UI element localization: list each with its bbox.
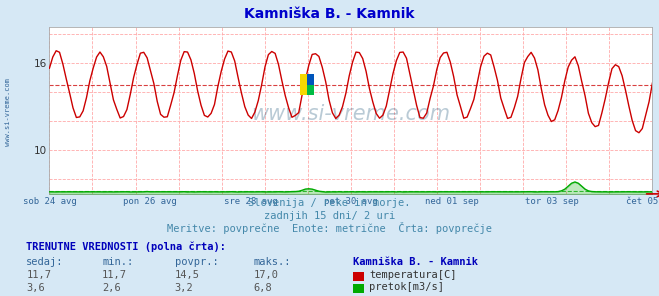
Text: Kamniška B. - Kamnik: Kamniška B. - Kamnik xyxy=(353,257,478,267)
Text: TRENUTNE VREDNOSTI (polna črta):: TRENUTNE VREDNOSTI (polna črta): xyxy=(26,242,226,252)
Text: temperatura[C]: temperatura[C] xyxy=(369,270,457,280)
Text: 3,2: 3,2 xyxy=(175,283,193,293)
Text: pretok[m3/s]: pretok[m3/s] xyxy=(369,282,444,292)
Text: 11,7: 11,7 xyxy=(26,270,51,280)
Text: maks.:: maks.: xyxy=(254,257,291,267)
Text: 2,6: 2,6 xyxy=(102,283,121,293)
Text: Meritve: povprečne  Enote: metrične  Črta: povprečje: Meritve: povprečne Enote: metrične Črta:… xyxy=(167,222,492,234)
Text: www.si-vreme.com: www.si-vreme.com xyxy=(5,78,11,147)
Text: 6,8: 6,8 xyxy=(254,283,272,293)
Text: 3,6: 3,6 xyxy=(26,283,45,293)
Text: 11,7: 11,7 xyxy=(102,270,127,280)
Text: Kamniška B. - Kamnik: Kamniška B. - Kamnik xyxy=(244,7,415,21)
Text: sedaj:: sedaj: xyxy=(26,257,64,267)
Text: Slovenija / reke in morje.: Slovenija / reke in morje. xyxy=(248,198,411,208)
Text: 17,0: 17,0 xyxy=(254,270,279,280)
Text: min.:: min.: xyxy=(102,257,133,267)
Text: zadnjih 15 dni/ 2 uri: zadnjih 15 dni/ 2 uri xyxy=(264,211,395,221)
Text: 14,5: 14,5 xyxy=(175,270,200,280)
Text: www.si-vreme.com: www.si-vreme.com xyxy=(251,104,451,124)
Text: povpr.:: povpr.: xyxy=(175,257,218,267)
